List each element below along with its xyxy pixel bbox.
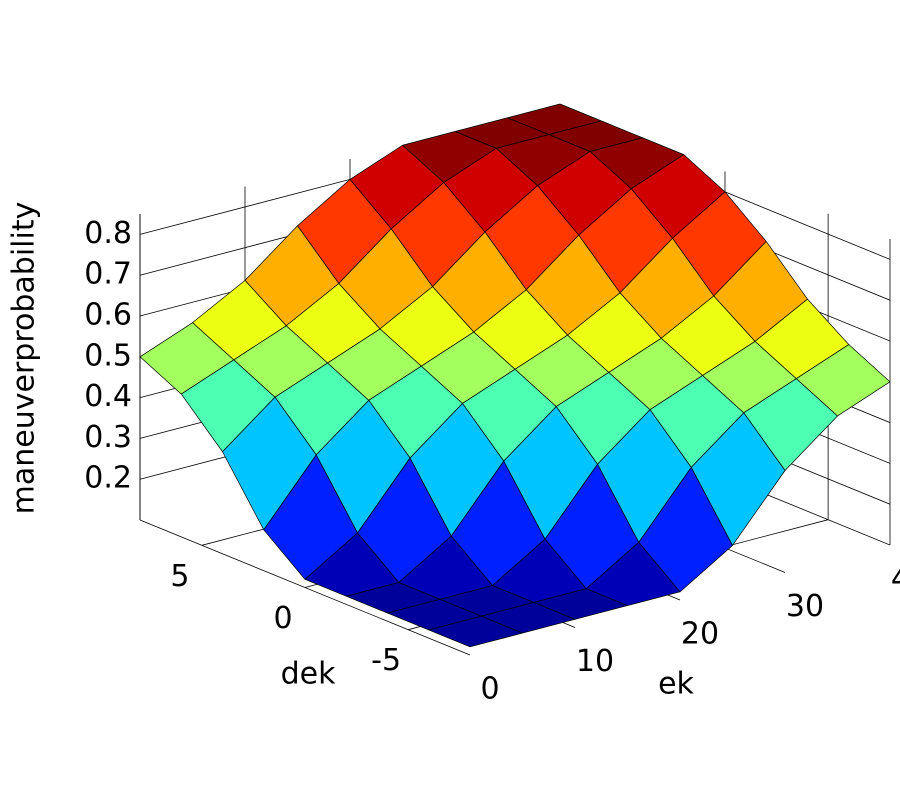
z-tick-label: 0.7	[84, 257, 132, 292]
z-tick-label: 0.5	[84, 338, 132, 373]
z-tick-label: 0.2	[84, 461, 132, 496]
y-tick-label: 0	[273, 601, 292, 636]
z-tick-label: 0.6	[84, 298, 132, 333]
z-tick-label: 0.4	[84, 379, 132, 414]
x-tick-label: 0	[480, 672, 499, 707]
z-axis-label: maneuverprobability	[7, 202, 42, 515]
x-tick-label: 40	[891, 562, 900, 597]
x-tick-label: 20	[681, 617, 719, 652]
x-tick-label: 10	[576, 644, 614, 679]
y-tick-label: -5	[371, 643, 401, 678]
y-axis-label: dek	[281, 657, 337, 692]
x-axis-label: ek	[658, 667, 694, 702]
surface-patch	[428, 615, 523, 648]
y-tick-label: 5	[170, 559, 189, 594]
z-tick-label: 0.3	[84, 420, 132, 455]
z-tick-label: 0.8	[84, 216, 132, 251]
x-tick-label: 30	[786, 589, 824, 624]
